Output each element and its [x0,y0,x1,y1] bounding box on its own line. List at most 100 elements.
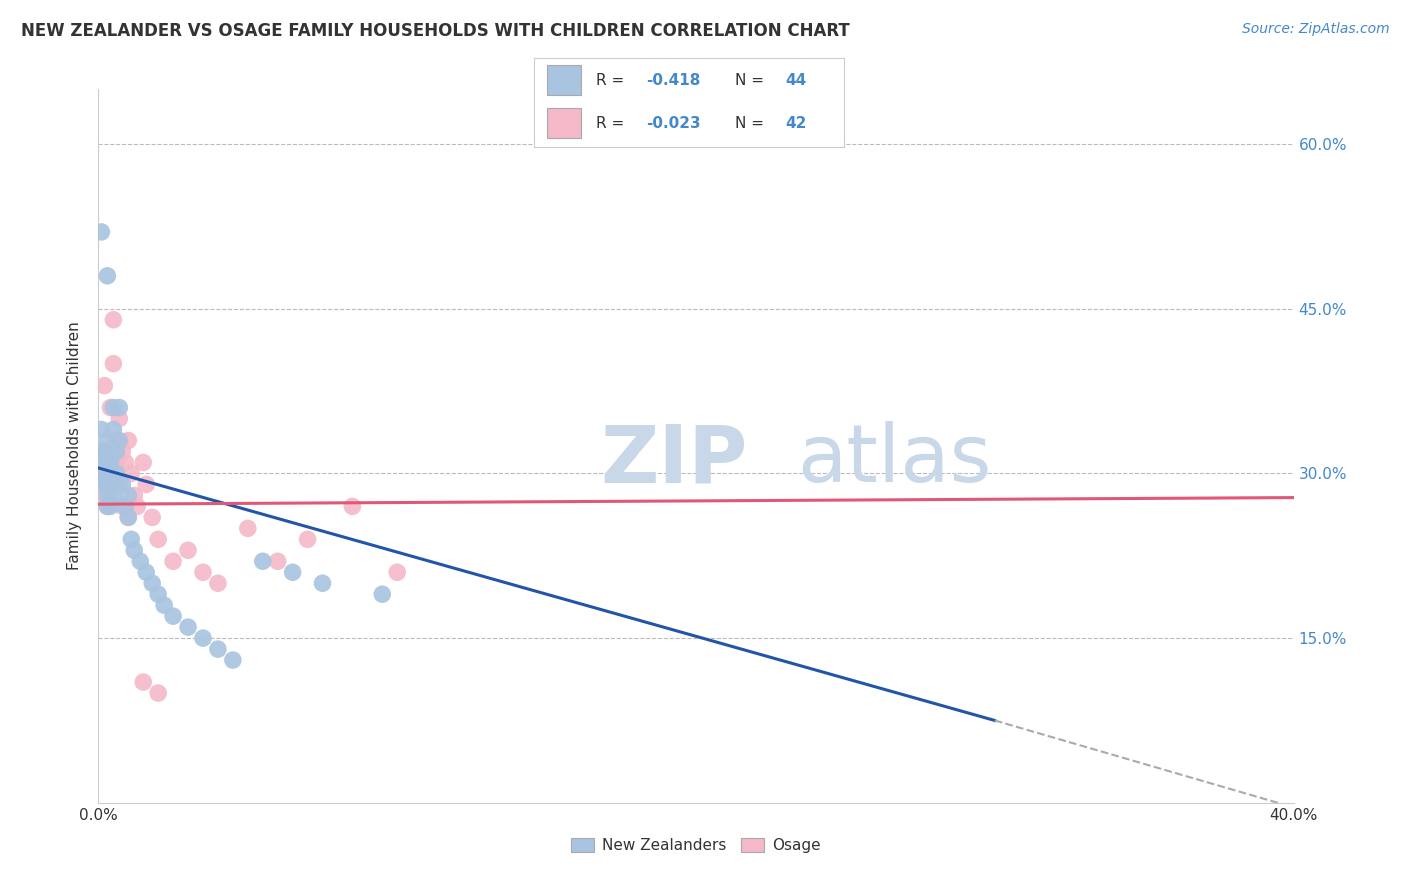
Point [371,587,394,601]
Point [105,444,128,458]
Point [111,500,134,514]
Point [108,434,131,448]
Point [90,423,112,437]
Point [117,510,139,524]
Point [90,467,112,481]
Point [148,587,170,601]
Point [135,477,157,491]
Point [135,566,157,580]
Point [252,554,274,568]
Point [105,455,128,469]
Text: atlas: atlas [797,421,991,500]
Point [98,467,122,481]
Point [90,467,112,481]
Point [93,477,115,491]
Point [120,533,142,547]
Point [93,444,115,458]
Point [207,642,229,657]
Point [162,554,184,568]
Point [105,477,128,491]
Point [111,444,134,458]
Text: 44: 44 [785,73,806,87]
Text: R =: R = [596,73,630,87]
Point [117,510,139,524]
Point [103,312,125,326]
Point [148,686,170,700]
Point [96,434,118,448]
Point [93,455,115,469]
Point [114,455,136,469]
Bar [547,65,581,95]
Point [120,467,142,481]
Point [105,467,128,481]
Point [98,401,122,415]
Point [191,566,214,580]
Point [98,488,122,502]
Point [105,434,128,448]
Point [108,411,131,425]
Bar [547,108,581,138]
Point [141,576,163,591]
Point [117,434,139,448]
Text: ZIP: ZIP [600,421,748,500]
Point [111,477,134,491]
Text: R =: R = [596,116,630,130]
Point [108,401,131,415]
Legend: New Zealanders, Osage: New Zealanders, Osage [565,832,827,859]
Point [90,225,112,239]
Point [96,500,118,514]
Point [114,500,136,514]
Point [96,477,118,491]
Point [90,488,112,502]
Text: 42: 42 [785,116,806,130]
Point [342,500,364,514]
Point [96,455,118,469]
Point [191,631,214,645]
Point [93,378,115,392]
Point [103,401,125,415]
Point [124,488,146,502]
Point [103,423,125,437]
Point [124,543,146,558]
Point [236,521,259,535]
Text: NEW ZEALANDER VS OSAGE FAMILY HOUSEHOLDS WITH CHILDREN CORRELATION CHART: NEW ZEALANDER VS OSAGE FAMILY HOUSEHOLDS… [21,22,849,40]
Point [96,500,118,514]
Point [267,554,290,568]
Point [311,576,333,591]
Point [93,444,115,458]
Point [127,500,149,514]
Point [117,488,139,502]
Point [162,609,184,624]
Point [385,566,409,580]
Text: Source: ZipAtlas.com: Source: ZipAtlas.com [1241,22,1389,37]
Point [132,455,155,469]
Point [98,455,122,469]
Point [177,543,200,558]
Point [96,455,118,469]
Point [222,653,245,667]
Point [98,444,122,458]
Text: N =: N = [735,116,769,130]
Point [177,620,200,634]
Point [129,554,152,568]
Y-axis label: Family Households with Children: Family Households with Children [67,322,83,570]
Point [90,444,112,458]
Point [141,510,163,524]
Point [108,477,131,491]
Point [103,488,125,502]
Point [153,598,176,612]
Point [297,533,319,547]
Point [207,576,229,591]
Point [98,477,122,491]
Point [93,467,115,481]
Text: N =: N = [735,73,769,87]
Point [132,675,155,690]
Point [281,566,304,580]
Point [148,533,170,547]
Point [96,477,118,491]
Point [93,467,115,481]
Point [103,357,125,371]
Text: -0.023: -0.023 [645,116,700,130]
Point [96,268,118,283]
Point [96,488,118,502]
